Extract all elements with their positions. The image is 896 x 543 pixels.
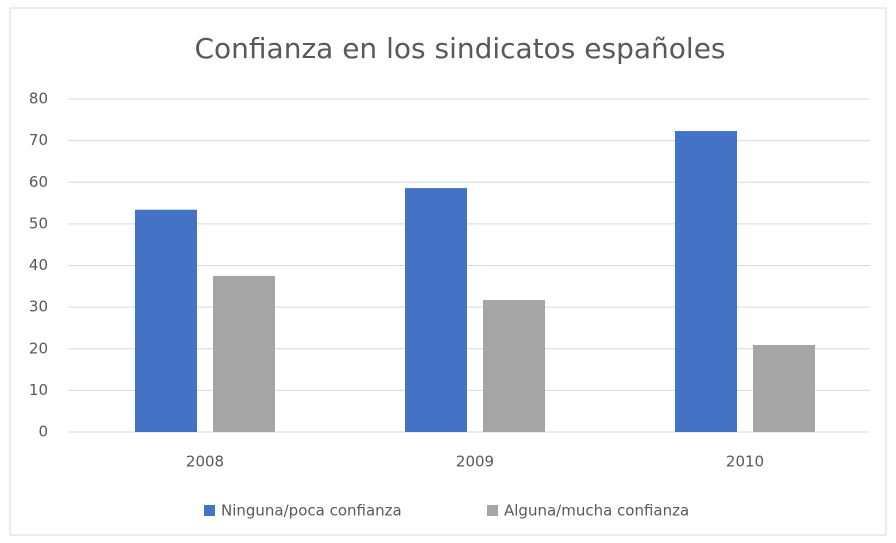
y-tick-label: 50 (29, 214, 48, 232)
bar (405, 188, 467, 432)
y-tick-label: 20 (29, 339, 48, 357)
x-tick-label: 2009 (456, 453, 494, 471)
bar (753, 345, 815, 432)
y-tick-label: 60 (29, 173, 48, 191)
x-tick-label: 2010 (726, 453, 764, 471)
legend-label: Ninguna/poca confianza (221, 502, 402, 520)
bar (675, 131, 737, 432)
bar (483, 300, 545, 432)
legend-label: Alguna/mucha confianza (504, 502, 689, 520)
y-tick-label: 0 (38, 423, 48, 441)
y-tick-label: 10 (29, 381, 48, 399)
chart-title: Confianza en los sindicatos españoles (194, 32, 725, 65)
bar (213, 275, 275, 432)
y-tick-label: 30 (29, 298, 48, 316)
y-tick-label: 70 (29, 131, 48, 149)
y-tick-label: 80 (29, 90, 48, 108)
bar (135, 209, 197, 432)
x-tick-label: 2008 (186, 453, 224, 471)
y-tick-label: 40 (29, 256, 48, 274)
legend-swatch (204, 505, 215, 516)
legend-swatch (487, 505, 498, 516)
